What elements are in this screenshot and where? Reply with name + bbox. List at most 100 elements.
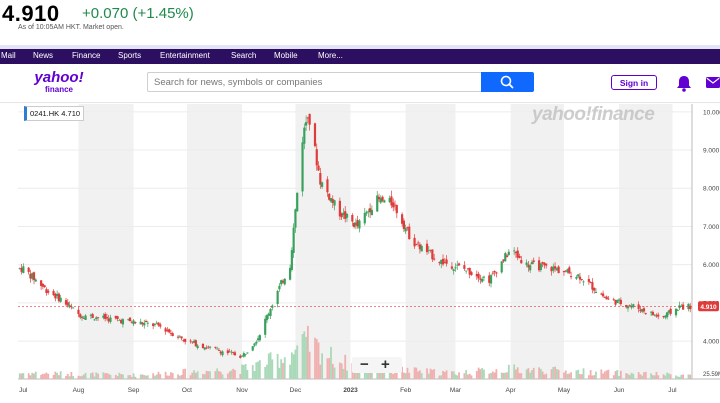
volume-bar	[157, 371, 160, 379]
nav-finance[interactable]: Finance	[72, 51, 101, 60]
volume-bar	[106, 373, 108, 379]
volume-bar	[502, 372, 505, 379]
x-tick-label: Oct	[182, 387, 192, 394]
candle-body	[246, 352, 249, 354]
volume-bar	[202, 373, 204, 379]
volume-bar	[84, 372, 87, 379]
mail-icon[interactable]	[706, 77, 720, 89]
candle-body	[466, 268, 470, 270]
candle-body	[27, 267, 30, 273]
zoom-in-button[interactable]: +	[381, 356, 390, 373]
volume-bar	[388, 369, 391, 379]
candle-body	[470, 272, 473, 276]
volume-bar	[82, 374, 85, 379]
candle-body	[682, 304, 685, 310]
volume-bar	[477, 367, 480, 379]
candle-body	[216, 348, 219, 350]
candle-body	[82, 318, 85, 319]
volume-bar	[379, 368, 382, 379]
volume-bar	[43, 373, 46, 379]
x-tick-label: Feb	[400, 387, 412, 394]
candle-body	[513, 250, 516, 252]
current-price-badge	[698, 301, 719, 312]
candle-body	[34, 279, 37, 282]
candle-body	[689, 305, 692, 310]
yahoo-finance-logo[interactable]: yahoo! finance	[28, 70, 90, 96]
candle-body	[440, 259, 443, 265]
nav-mail[interactable]: Mail	[1, 51, 16, 60]
candle-body	[632, 304, 635, 308]
volume-bar	[527, 368, 530, 379]
candle-body	[678, 305, 681, 309]
volume-bar	[114, 374, 117, 379]
candle-body	[520, 259, 523, 264]
candle-body	[219, 351, 222, 354]
volume-bar	[280, 359, 283, 379]
volume-bar	[433, 369, 436, 379]
candle-body	[603, 297, 606, 299]
nav-more[interactable]: More...	[318, 51, 343, 60]
candle-body	[363, 213, 366, 224]
candle-body	[230, 351, 233, 353]
bell-icon[interactable]	[676, 75, 692, 92]
candle-body	[664, 315, 667, 318]
candle-body	[22, 266, 25, 274]
sign-in-button[interactable]: Sign in	[611, 75, 657, 90]
volume-bar	[264, 366, 267, 379]
candle-body	[555, 268, 558, 271]
volume-bar	[417, 371, 420, 379]
nav-sports[interactable]: Sports	[118, 51, 142, 60]
candle-body	[479, 278, 482, 280]
volume-bar	[415, 367, 418, 379]
nav-news[interactable]: News	[33, 51, 54, 60]
candle-body	[95, 317, 98, 320]
volume-bar	[475, 370, 478, 379]
candle-body	[529, 265, 532, 271]
y-tick-label: 6.000	[703, 262, 720, 269]
volume-bar	[675, 375, 677, 379]
nav-search[interactable]: Search	[231, 51, 257, 60]
volume-bar	[655, 371, 658, 379]
volume-bar	[552, 366, 555, 379]
volume-bar	[612, 375, 615, 379]
candle-body	[388, 198, 391, 203]
nav-mobile[interactable]: Mobile	[274, 51, 298, 60]
candle-body	[333, 200, 336, 206]
candle-body	[369, 208, 372, 213]
volume-bar	[271, 359, 274, 379]
candle-body	[504, 253, 507, 262]
month-band	[619, 104, 673, 379]
volume-bar	[72, 376, 75, 379]
candle-body	[345, 213, 349, 218]
candle-body	[244, 353, 247, 355]
volume-bar	[616, 369, 619, 379]
candle-body	[518, 256, 521, 259]
volume-bar	[246, 369, 249, 379]
search-input[interactable]	[147, 72, 481, 92]
volume-bar	[328, 358, 331, 379]
volume-bar	[45, 372, 48, 379]
volume-bar	[479, 369, 482, 379]
volume-bar	[257, 361, 259, 379]
candle-body	[441, 258, 445, 265]
volume-bar	[207, 371, 210, 379]
volume-bar	[22, 373, 25, 379]
candle-body	[402, 220, 406, 230]
price-chart[interactable]: 10.0009.0008.0007.0006.0005.0004.00025.5…	[0, 102, 720, 403]
chart-canvas[interactable]: 10.0009.0008.0007.0006.0005.0004.00025.5…	[0, 102, 720, 403]
zoom-out-button[interactable]: −	[360, 356, 369, 373]
volume-bar	[321, 353, 324, 379]
candle-body	[376, 195, 379, 212]
candle-body	[281, 280, 285, 283]
candle-body	[395, 205, 398, 214]
volume-bar	[632, 373, 635, 379]
volume-bar	[90, 373, 92, 379]
candle-body	[64, 300, 68, 305]
candle-body	[676, 310, 679, 311]
candle-body	[580, 279, 583, 281]
volume-bar	[577, 369, 580, 379]
volume-bar	[326, 358, 329, 379]
logo-yahoo: yahoo!	[34, 69, 84, 86]
search-button[interactable]	[481, 72, 534, 92]
nav-entertainment[interactable]: Entertainment	[160, 51, 210, 60]
